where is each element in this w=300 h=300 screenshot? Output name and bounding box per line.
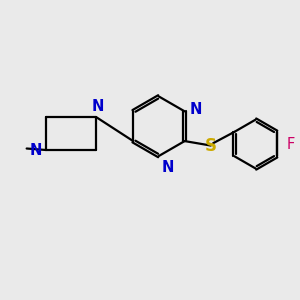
- Text: S: S: [205, 136, 217, 154]
- Text: F: F: [286, 136, 295, 152]
- Text: N: N: [92, 99, 104, 114]
- Text: N: N: [30, 142, 42, 158]
- Text: N: N: [162, 160, 174, 175]
- Text: N: N: [190, 102, 203, 117]
